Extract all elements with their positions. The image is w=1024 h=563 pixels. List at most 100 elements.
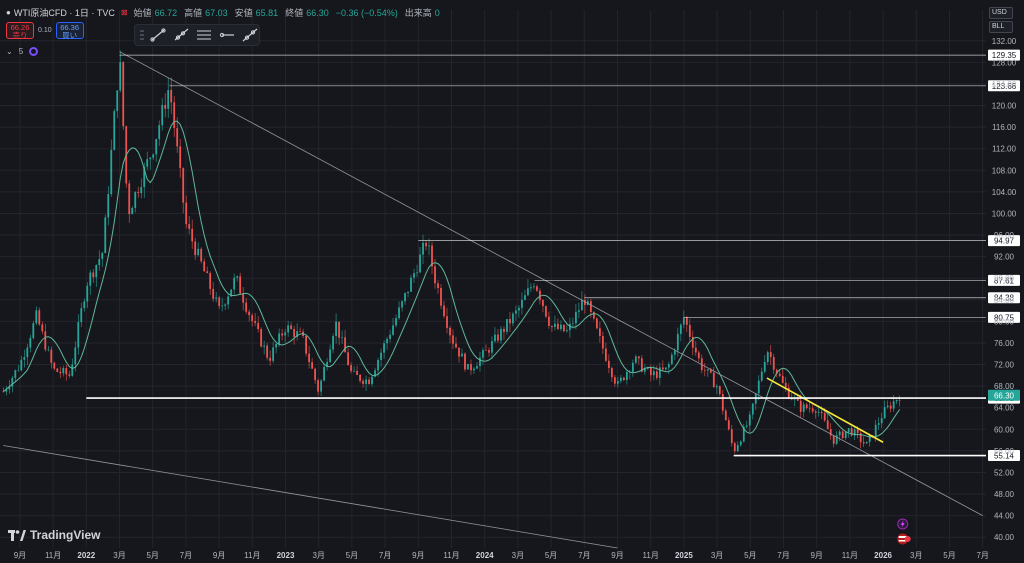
level-label: 94.97 — [994, 237, 1015, 246]
trend-line-icon[interactable] — [149, 27, 168, 43]
candle-body — [371, 376, 373, 385]
x-tick-label: 9月 — [213, 551, 225, 560]
candle-body — [89, 272, 92, 286]
y-tick-label: 116.00 — [992, 123, 1016, 132]
candle-body — [664, 367, 667, 370]
candle-body — [206, 271, 209, 274]
candle-body — [745, 425, 748, 427]
candle-body — [637, 356, 640, 359]
candlestick-series — [2, 50, 901, 454]
candle-body — [545, 306, 547, 317]
candle-body — [437, 283, 439, 289]
candle-body — [167, 90, 170, 109]
y-tick-label: 100.00 — [992, 209, 1017, 218]
candle-body — [464, 353, 466, 370]
candle-body — [14, 370, 17, 378]
candle-body — [128, 183, 131, 215]
candle-body — [428, 245, 430, 247]
tradingview-logo: TradingView — [8, 528, 100, 542]
candle-body — [551, 325, 553, 327]
candle-body — [820, 411, 823, 414]
x-tick-label: 2023 — [277, 551, 295, 560]
symbol-title[interactable]: WTI原油CFD · 1日 · TVC — [13, 8, 115, 18]
candle-body — [380, 352, 382, 361]
candle-body — [8, 386, 11, 390]
drop-icon: ● — [6, 8, 11, 17]
x-tick-label: 7月 — [578, 551, 590, 560]
highlight-trend-line — [766, 377, 884, 443]
price-axis[interactable]: 132.00 128.00 124.00 120.00 116.00 112.00 108.… — [992, 37, 1017, 542]
trend-lines[interactable] — [3, 51, 983, 549]
x-tick-label: 11月 — [842, 551, 858, 560]
x-tick-label: 5月 — [744, 551, 756, 560]
candle-body — [314, 368, 316, 381]
candle-body — [799, 400, 802, 412]
candle-body — [817, 411, 820, 413]
candle-body — [560, 324, 562, 329]
sell-label: 売り — [12, 31, 28, 40]
candle-body — [748, 414, 751, 426]
candle-body — [410, 277, 412, 292]
candle-body — [814, 411, 817, 413]
currency-selector[interactable]: USD — [989, 7, 1013, 19]
candle-body — [712, 372, 715, 388]
candle-body — [62, 368, 65, 374]
candle-body — [305, 336, 308, 354]
candle-body — [275, 344, 278, 348]
parallel-channel-icon[interactable] — [194, 27, 213, 43]
indicator-count[interactable]: 5 — [18, 47, 24, 56]
drag-handle-icon[interactable] — [139, 28, 145, 42]
extended-line-icon[interactable] — [240, 27, 259, 43]
event-markers[interactable] — [897, 518, 911, 545]
candle-body — [634, 356, 637, 363]
horizontal-levels[interactable]: 129.35123.6694.9787.6184.3880.7565.7855.… — [86, 49, 1020, 462]
time-axis[interactable]: 9月 11月 2022 3月 5月 7月 9月 11月 2023 3月 5月 7月 9月 11月 2024 3… — [14, 551, 989, 560]
candle-body — [422, 242, 424, 255]
candle-body — [679, 324, 682, 334]
candle-body — [661, 367, 664, 370]
chevron-down-icon[interactable]: ⌄ — [6, 47, 13, 56]
x-tick-label: 7月 — [379, 551, 391, 560]
candle-body — [110, 149, 113, 195]
candle-body — [395, 318, 397, 326]
unit-selector[interactable]: BLL — [989, 21, 1013, 33]
level-label-bg — [988, 80, 1020, 92]
candle-body — [736, 445, 739, 452]
candle-body — [895, 399, 898, 402]
candle-body — [449, 327, 451, 336]
y-tick-label: 88.00 — [994, 274, 1015, 283]
candle-body — [68, 374, 71, 376]
indicator-ring-icon[interactable] — [29, 47, 39, 56]
buy-button[interactable]: 66.36 買い — [55, 22, 84, 40]
candle-body — [2, 391, 5, 393]
candle-body — [272, 347, 275, 361]
candle-body — [215, 297, 218, 299]
candle-body — [317, 380, 319, 392]
ray-icon[interactable] — [172, 27, 191, 43]
candle-body — [290, 325, 293, 330]
x-tick-label: 2024 — [476, 551, 494, 560]
candle-body — [161, 104, 164, 126]
candle-body — [5, 389, 8, 392]
candle-body — [170, 90, 173, 103]
candle-body — [892, 401, 895, 409]
sell-button[interactable]: 66.26 売り — [6, 22, 34, 40]
candle-body — [527, 288, 529, 296]
horizontal-ray-icon[interactable] — [217, 27, 236, 43]
candle-body — [673, 350, 676, 355]
candle-body — [658, 367, 661, 378]
quote-panel: 66.26 売り 0.10 66.36 買い — [6, 22, 84, 40]
candle-body — [341, 337, 343, 338]
candle-body — [116, 90, 119, 112]
candle-body — [233, 277, 236, 290]
candle-body — [245, 302, 248, 312]
candle-body — [874, 424, 877, 438]
candle-body — [853, 429, 856, 436]
chart-grid — [0, 10, 986, 548]
candle-body — [194, 241, 197, 256]
spread-value: 0.10 — [38, 27, 52, 34]
candle-body — [826, 420, 829, 430]
y-tick-label: 120.00 — [992, 102, 1017, 111]
x-tick-label: 2025 — [675, 551, 693, 560]
